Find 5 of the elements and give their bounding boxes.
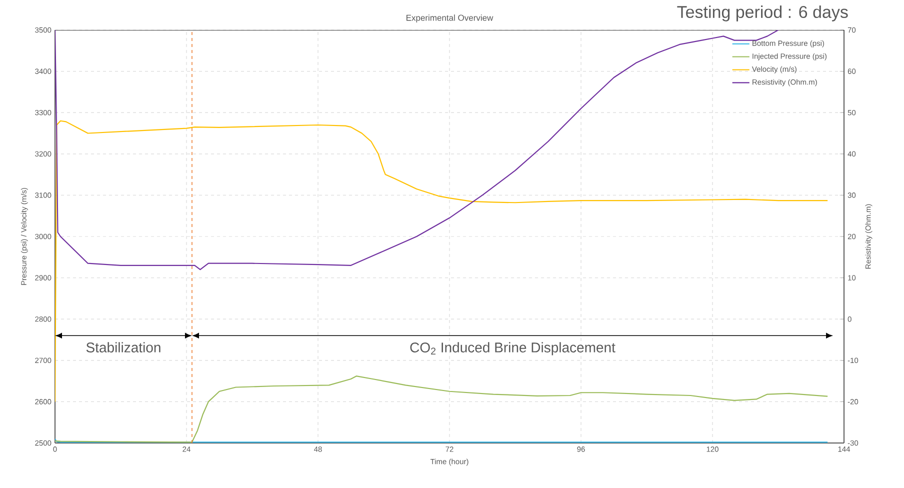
- chart-subtitle: Testing period : 6 days: [677, 6, 848, 22]
- line-series: [55, 376, 828, 443]
- chart-title: Experimental Overview: [406, 14, 494, 22]
- annotation: Stabilization: [86, 342, 160, 352]
- annotation: CO$_{2}$ Induced Brine Displacement: [410, 342, 616, 356]
